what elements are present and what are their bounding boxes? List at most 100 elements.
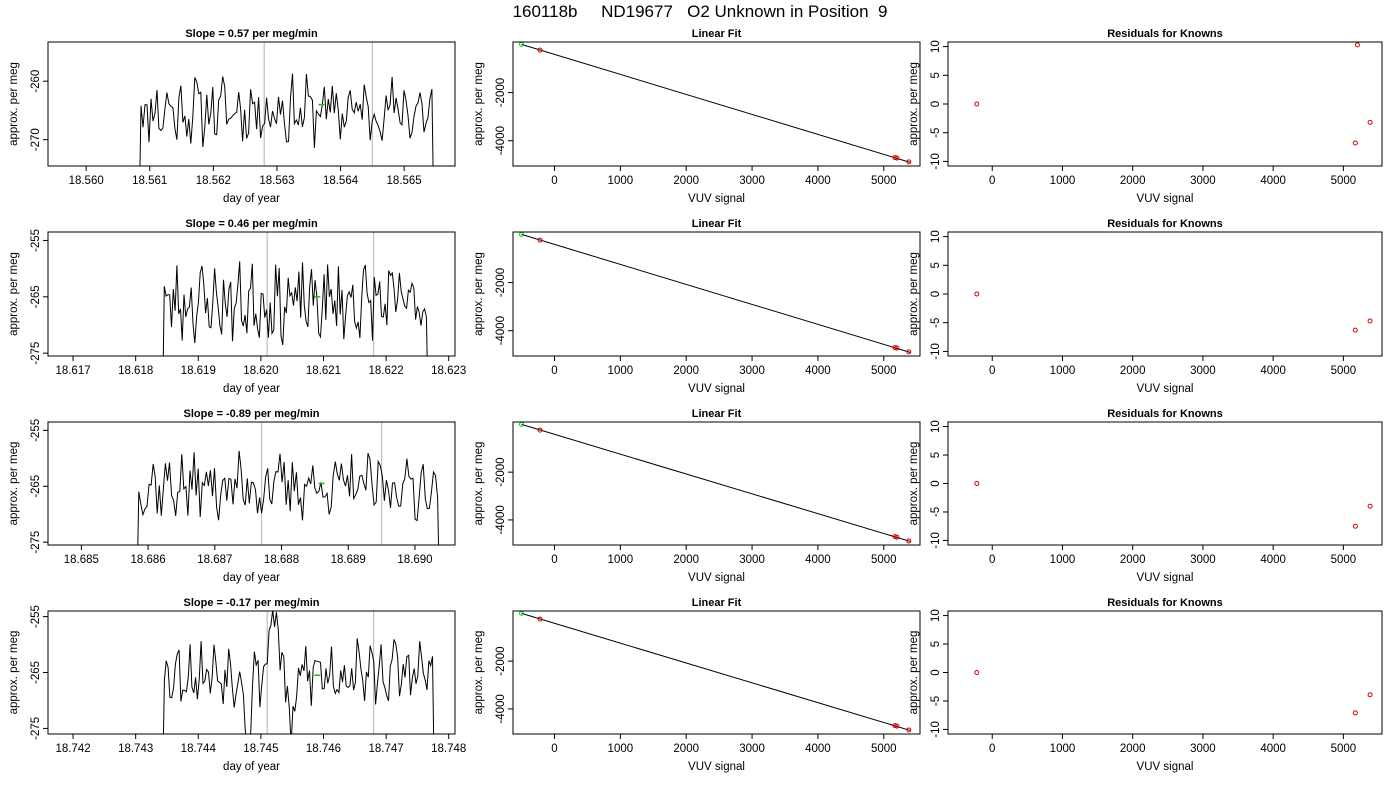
fit-line: [521, 612, 911, 731]
x-tick-label: 18.618: [118, 365, 153, 377]
y-axis-label: approx. per meg: [8, 252, 20, 336]
known-point: [906, 159, 912, 165]
y-tick-label: 10: [930, 40, 942, 53]
y-tick-label: -275: [30, 531, 42, 554]
x-tick-label: 1000: [1050, 365, 1076, 377]
y-axis-label: approx. per meg: [908, 62, 920, 146]
chart-panel-5: Linear Fit 0 1000 2000 3000 4000 5000 VUV signa…: [473, 218, 921, 395]
known-point: [537, 237, 543, 243]
known-point: [906, 349, 912, 355]
fit-line: [521, 423, 911, 542]
x-tick-label: 0: [551, 175, 557, 187]
x-axis-label: VUV signal: [1137, 572, 1194, 584]
known-point: [537, 47, 543, 53]
y-tick-label: -255: [30, 419, 42, 442]
chart-panel-9: Residuals for Knowns 0 1000 2000 3000 4000 500…: [908, 408, 1383, 584]
x-tick-label: 18.563: [259, 175, 294, 187]
x-tick-label: 4000: [1260, 554, 1286, 566]
chart-title: Residuals for Knowns: [1107, 408, 1223, 420]
x-tick-label: 5000: [871, 365, 897, 377]
x-tick-label: 18.744: [181, 743, 217, 755]
known-point: [1354, 42, 1360, 48]
y-axis-label: approx. per meg: [908, 442, 920, 526]
plot-area: [139, 42, 434, 166]
chart-panel-8: Linear Fit 0 1000 2000 3000 4000 5000 VUV signa…: [473, 408, 921, 584]
y-tick-label: 0: [930, 101, 942, 107]
x-axis-label: VUV signal: [688, 193, 745, 205]
known-point: [537, 427, 543, 433]
x-tick-label: 1000: [608, 743, 634, 755]
page-title: 160118b ND19677 O2 Unknown in Position 9: [512, 2, 888, 21]
x-tick-label: 4000: [1260, 743, 1286, 755]
x-tick-label: 18.622: [369, 365, 404, 377]
plot-frame: [512, 421, 921, 546]
x-tick-label: 1000: [1050, 554, 1076, 566]
y-axis-label: approx. per meg: [473, 62, 485, 146]
x-tick-label: 2000: [673, 175, 699, 187]
known-point: [974, 101, 980, 107]
x-tick-label: 0: [551, 554, 557, 566]
x-tick-label: 18.687: [197, 554, 232, 566]
x-tick-label: 3000: [739, 175, 765, 187]
x-tick-label: 5000: [871, 743, 897, 755]
x-tick-label: 18.686: [130, 554, 165, 566]
data-series-line: [162, 261, 428, 356]
y-tick-label: 10: [930, 609, 942, 622]
x-tick-label: 5000: [1331, 365, 1357, 377]
x-tick-label: 5000: [871, 175, 897, 187]
x-tick-label: 4000: [805, 743, 831, 755]
plot-area: [974, 481, 1373, 529]
x-tick-label: 0: [989, 554, 995, 566]
x-tick-label: 18.565: [387, 175, 422, 187]
x-tick-label: 18.742: [55, 743, 90, 755]
x-tick-label: 4000: [1260, 175, 1286, 187]
plot-area: [519, 611, 912, 733]
x-tick-label: 4000: [805, 554, 831, 566]
plot-frame: [47, 610, 456, 735]
chart-title: Residuals for Knowns: [1107, 218, 1223, 230]
x-tick-label: 4000: [1260, 365, 1286, 377]
known-point: [1367, 692, 1373, 698]
y-axis-label: approx. per meg: [908, 631, 920, 715]
x-tick-label: 5000: [871, 554, 897, 566]
plot-area: [162, 232, 428, 356]
x-axis-label: VUV signal: [688, 572, 745, 584]
data-series-line: [137, 450, 440, 545]
x-tick-label: 18.560: [69, 175, 104, 187]
x-tick-label: 3000: [1190, 554, 1216, 566]
x-tick-label: 18.743: [118, 743, 153, 755]
data-series-line: [162, 611, 435, 734]
x-tick-label: 2000: [1120, 554, 1146, 566]
chart-title: Slope = 0.57 per meg/min: [185, 28, 318, 40]
x-tick-label: 1000: [608, 554, 634, 566]
x-tick-label: 2000: [1120, 365, 1146, 377]
y-tick-label: -5: [930, 507, 942, 517]
x-axis-label: day of year: [223, 383, 280, 395]
y-tick-label: -4000: [495, 126, 507, 155]
x-tick-label: 2000: [673, 743, 699, 755]
known-point: [894, 534, 900, 540]
chart-title: Linear Fit: [692, 408, 742, 420]
known-point: [1367, 119, 1373, 125]
fit-line: [521, 233, 911, 353]
plot-frame: [47, 421, 456, 546]
known-point: [1352, 523, 1358, 529]
y-axis-label: approx. per meg: [8, 631, 20, 715]
x-tick-label: 0: [989, 743, 995, 755]
plot-area: [519, 422, 912, 544]
y-tick-label: -265: [30, 475, 42, 498]
chart-title: Linear Fit: [692, 597, 742, 609]
y-tick-label: 5: [930, 641, 942, 647]
x-tick-label: 18.689: [331, 554, 366, 566]
x-tick-label: 18.623: [431, 365, 466, 377]
x-tick-label: 18.748: [431, 743, 466, 755]
x-tick-label: 18.564: [323, 175, 359, 187]
y-tick-label: -4000: [495, 694, 507, 723]
known-point: [974, 670, 980, 675]
known-point: [974, 481, 980, 486]
y-tick-label: 0: [930, 480, 942, 486]
x-tick-label: 1000: [608, 365, 634, 377]
plot-area: [137, 422, 440, 545]
known-point: [894, 345, 900, 351]
